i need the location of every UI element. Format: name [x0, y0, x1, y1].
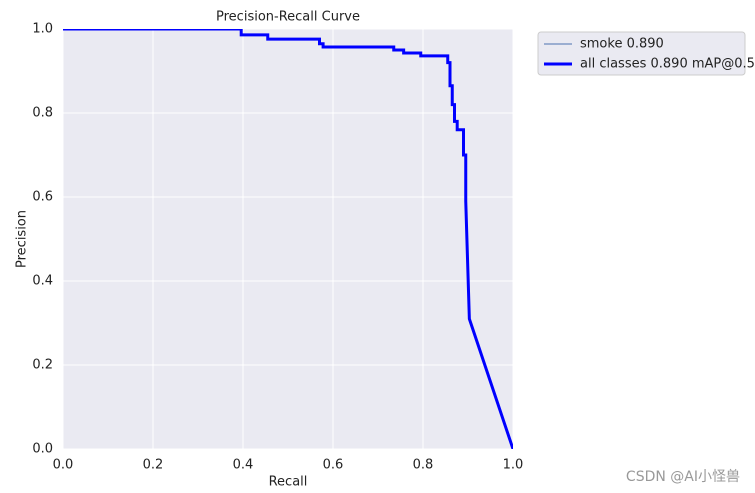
- y-tick-label: 0.0: [32, 442, 53, 457]
- y-tick-label: 0.4: [32, 274, 53, 289]
- legend-label: smoke 0.890: [580, 37, 664, 52]
- y-axis-label: Precision: [15, 210, 30, 268]
- legend-label: all classes 0.890 mAP@0.5: [580, 57, 755, 72]
- pr-curve: [63, 29, 513, 449]
- plot-area: [63, 29, 513, 449]
- y-tick-label: 0.6: [32, 190, 53, 205]
- x-tick-label: 0.0: [53, 458, 74, 473]
- y-tick-label: 0.2: [32, 358, 53, 373]
- x-tick-label: 1.0: [503, 458, 524, 473]
- x-tick-label: 0.8: [413, 458, 434, 473]
- y-tick-label: 0.8: [32, 106, 53, 121]
- legend-box: [537, 31, 746, 76]
- x-tick-label: 0.2: [143, 458, 164, 473]
- x-tick-label: 0.4: [233, 458, 254, 473]
- x-axis-label: Recall: [269, 475, 308, 490]
- watermark: CSDN @AI小怪兽: [626, 469, 740, 485]
- chart-title: Precision-Recall Curve: [216, 10, 360, 25]
- y-tick-label: 1.0: [32, 22, 53, 37]
- x-tick-label: 0.6: [323, 458, 344, 473]
